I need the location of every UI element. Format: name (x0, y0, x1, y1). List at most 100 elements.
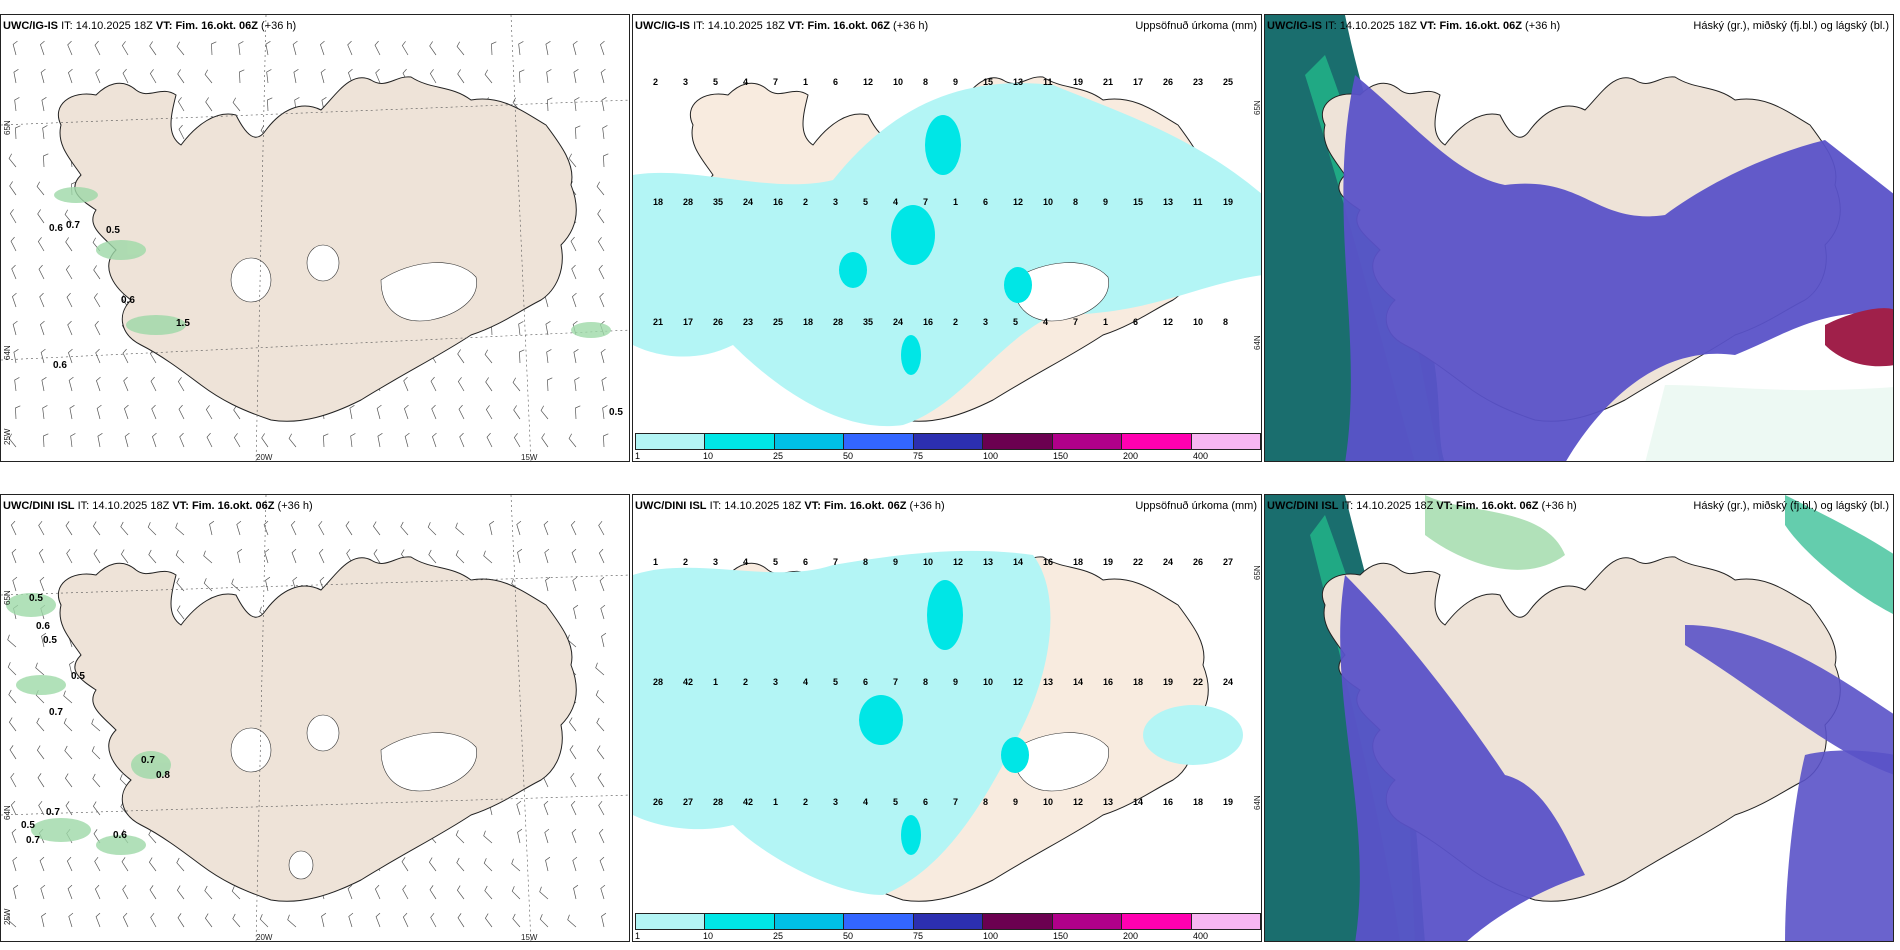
wind-label: 0.7 (46, 807, 60, 818)
wind-barb (41, 96, 47, 112)
wind-barb (428, 857, 437, 872)
wind-barb (569, 745, 577, 760)
wind-barb (38, 264, 45, 280)
wind-barb (545, 856, 551, 872)
legend-tick: 50 (843, 451, 854, 461)
wind-barb (66, 856, 73, 872)
wind-barb (40, 348, 46, 364)
wind-barb (350, 433, 356, 448)
lat-lon-grid (1, 15, 629, 461)
wind-barb (232, 913, 241, 928)
precip-value: 19 (1223, 797, 1233, 807)
wind-label: 0.6 (53, 360, 67, 371)
precip-value: 42 (743, 797, 753, 807)
wind-barb (65, 237, 73, 252)
precip-value: 13 (1013, 77, 1023, 87)
legend-swatch (1191, 434, 1260, 449)
wind-barb (41, 632, 47, 648)
wind-barb (12, 320, 18, 336)
wind-barb (8, 689, 17, 704)
wind-barb (323, 433, 329, 448)
wind-barb (601, 632, 607, 648)
wind-barb (574, 97, 580, 112)
wind-barb (121, 41, 129, 56)
wind-barb (570, 236, 577, 252)
wind-barb (7, 634, 17, 648)
wind-barb (179, 432, 185, 448)
legend-bar (635, 913, 1261, 930)
wind-barb (572, 576, 578, 592)
wind-barb (458, 404, 465, 420)
cloud-max-area (1825, 308, 1893, 367)
wind-barb (41, 376, 47, 392)
precip-value: 23 (1193, 77, 1203, 87)
wind-barb (601, 376, 607, 392)
legend-tick: 400 (1193, 931, 1209, 941)
wind-barb (374, 884, 381, 900)
wind-barb (573, 68, 579, 84)
wind-barb (12, 856, 18, 872)
wind-barb (232, 97, 241, 112)
wind-barb (347, 40, 353, 56)
wind-barb (67, 40, 73, 56)
wind-barb (372, 521, 381, 536)
precip-value: 10 (1193, 317, 1203, 327)
precip-value: 22 (1133, 557, 1143, 567)
precip-value: 6 (923, 797, 928, 807)
wind-panel-bottom: UWC/DINI ISL IT: 14.10.2025 18Z VT: Fim.… (0, 494, 630, 942)
wind-barb (600, 68, 606, 84)
wind-barb (40, 68, 46, 84)
wind-barb (8, 153, 17, 168)
wind-barb (456, 41, 465, 56)
wind-barb (483, 830, 493, 844)
precip-value: 10 (1043, 797, 1053, 807)
precip-value: 13 (1103, 797, 1113, 807)
precip-value: 23 (743, 317, 753, 327)
wind-barb (151, 404, 157, 420)
wind-barb (603, 433, 609, 448)
wind-barb (598, 548, 605, 564)
wind-barb (265, 40, 271, 56)
lat-label: 65N (3, 120, 12, 135)
wind-barb (203, 550, 213, 564)
legend-swatch (1122, 914, 1192, 929)
wind-barb (91, 718, 101, 732)
wind-barb (203, 578, 213, 592)
wind-barb (233, 405, 241, 420)
precip-value: 28 (833, 317, 843, 327)
wind-barb (68, 68, 73, 84)
legend-tick: 100 (983, 451, 999, 461)
precip-value: 3 (833, 197, 838, 207)
wind-barb (209, 520, 215, 536)
precip-value: 26 (1193, 557, 1203, 567)
precip-value: 25 (773, 317, 783, 327)
precip-value: 4 (803, 677, 808, 687)
precip-value: 26 (1163, 77, 1173, 87)
precip-value: 17 (683, 317, 693, 327)
wind-barb (204, 885, 213, 900)
precip-value: 2 (803, 797, 808, 807)
wind-barb (568, 717, 577, 732)
wind-barb (428, 549, 437, 564)
wind-barb (12, 40, 18, 56)
wind-barb (177, 97, 185, 112)
wind-barb (12, 576, 18, 592)
wind-barb (573, 604, 579, 620)
wind-barb (42, 405, 48, 420)
wind-barb (484, 69, 493, 84)
wind-barb (43, 153, 49, 168)
wind-barb (349, 404, 355, 420)
lat-label: 64N (1253, 795, 1262, 810)
wind-barb (543, 520, 549, 536)
precip-value: 3 (773, 677, 778, 687)
wind-barb (484, 885, 493, 900)
wind-barb (459, 432, 465, 448)
wind-barb (543, 800, 549, 816)
wind-barb (346, 548, 353, 564)
panel-header: UWC/IG-IS IT: 14.10.2025 18Z VT: Fim. 16… (1267, 20, 1561, 32)
wind-barb (602, 125, 608, 140)
wind-barb (177, 913, 185, 928)
wind-barb (455, 830, 465, 844)
wind-barb (600, 604, 606, 620)
precip-value: 10 (893, 77, 903, 87)
